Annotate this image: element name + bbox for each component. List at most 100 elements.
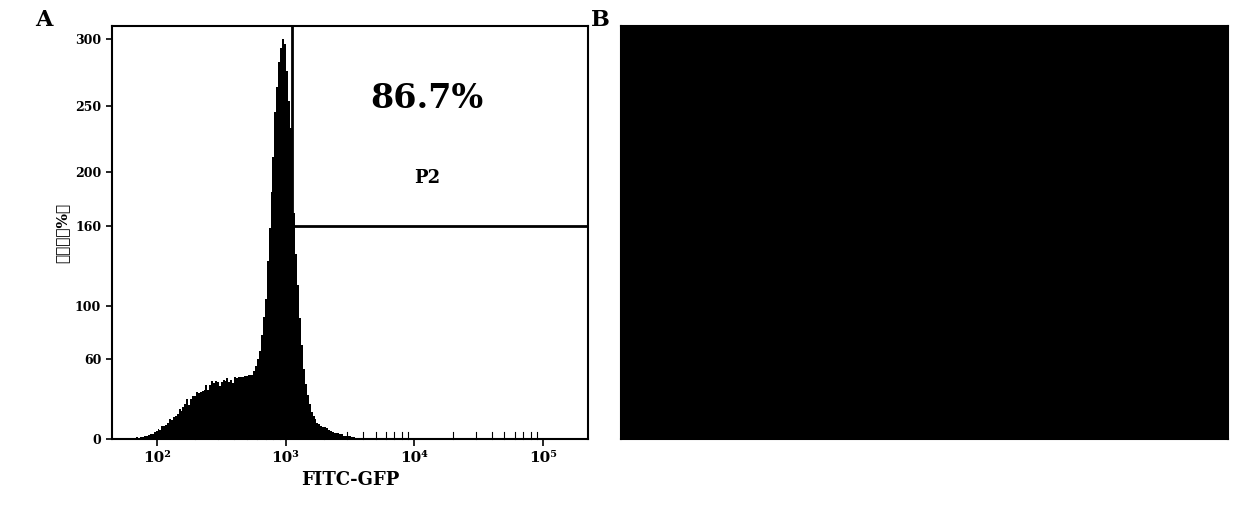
Bar xyxy=(322,427,324,439)
Bar xyxy=(316,424,319,439)
Bar xyxy=(196,392,197,439)
Bar xyxy=(244,376,246,439)
Bar xyxy=(295,254,298,439)
Bar xyxy=(267,261,269,439)
Bar xyxy=(221,382,223,439)
Bar xyxy=(353,437,355,439)
Bar xyxy=(148,435,150,439)
Bar xyxy=(343,436,345,439)
Text: A: A xyxy=(35,9,52,31)
Bar xyxy=(171,420,172,439)
Bar xyxy=(182,407,185,439)
Bar xyxy=(274,112,277,439)
Bar xyxy=(305,384,306,439)
Bar xyxy=(345,436,347,439)
Bar xyxy=(185,404,186,439)
Bar xyxy=(280,48,281,439)
Bar xyxy=(358,438,361,439)
Bar xyxy=(172,416,175,439)
Bar xyxy=(284,44,286,439)
Bar xyxy=(246,377,248,439)
Bar xyxy=(249,376,252,439)
Bar xyxy=(207,390,210,439)
Bar xyxy=(181,411,182,439)
Bar xyxy=(203,390,206,439)
Bar xyxy=(311,412,312,439)
Bar xyxy=(312,415,315,439)
Bar xyxy=(336,433,337,439)
Bar xyxy=(133,438,135,439)
Bar xyxy=(315,419,316,439)
Bar xyxy=(365,438,366,439)
Bar xyxy=(202,391,203,439)
Bar xyxy=(355,437,357,439)
Bar xyxy=(150,434,151,439)
X-axis label: FITC-GFP: FITC-GFP xyxy=(301,471,399,489)
Bar xyxy=(351,437,353,439)
Bar xyxy=(242,377,244,439)
Bar xyxy=(165,425,167,439)
Bar xyxy=(139,438,140,439)
Bar xyxy=(135,438,136,439)
Bar xyxy=(156,431,157,439)
Text: P2: P2 xyxy=(414,169,440,187)
Bar xyxy=(368,438,370,439)
Bar xyxy=(273,157,274,439)
Bar xyxy=(319,424,320,439)
Bar xyxy=(309,404,311,439)
Bar xyxy=(248,375,249,439)
Bar xyxy=(175,416,176,439)
Bar xyxy=(200,392,202,439)
Bar xyxy=(299,318,301,439)
Bar xyxy=(278,62,280,439)
Bar xyxy=(186,400,188,439)
Bar xyxy=(286,71,288,439)
Bar xyxy=(239,377,242,439)
Bar xyxy=(332,431,334,439)
Bar xyxy=(252,375,253,439)
Text: B: B xyxy=(590,9,609,31)
Bar xyxy=(154,432,156,439)
Bar xyxy=(190,399,192,439)
Bar xyxy=(269,228,270,439)
Bar xyxy=(265,299,267,439)
Bar xyxy=(197,393,200,439)
Bar xyxy=(211,381,213,439)
Bar xyxy=(263,317,265,439)
Bar xyxy=(234,377,236,439)
Bar xyxy=(253,371,255,439)
Bar xyxy=(277,87,278,439)
Bar xyxy=(210,385,211,439)
Bar xyxy=(217,382,218,439)
Bar xyxy=(169,419,171,439)
Bar xyxy=(224,381,227,439)
Bar xyxy=(160,430,161,439)
Bar xyxy=(161,426,164,439)
Bar xyxy=(348,436,351,439)
Bar xyxy=(144,436,146,439)
Bar xyxy=(232,383,234,439)
Bar xyxy=(129,438,130,439)
Bar xyxy=(337,432,340,439)
Bar xyxy=(167,423,169,439)
Bar xyxy=(140,437,143,439)
Bar xyxy=(228,382,231,439)
Bar xyxy=(238,377,239,439)
Bar xyxy=(361,438,362,439)
Bar xyxy=(136,437,139,439)
Bar xyxy=(157,429,160,439)
Bar xyxy=(327,430,330,439)
Bar xyxy=(362,438,365,439)
Bar xyxy=(301,345,303,439)
Bar xyxy=(206,385,207,439)
Bar xyxy=(281,39,284,439)
Bar xyxy=(340,434,341,439)
Bar xyxy=(294,213,295,439)
Bar xyxy=(270,192,273,439)
Bar xyxy=(179,409,181,439)
Y-axis label: 细胞数（%）: 细胞数（%） xyxy=(56,202,69,263)
Bar xyxy=(324,427,326,439)
Bar xyxy=(260,335,263,439)
Bar xyxy=(298,285,299,439)
Bar xyxy=(188,405,190,439)
